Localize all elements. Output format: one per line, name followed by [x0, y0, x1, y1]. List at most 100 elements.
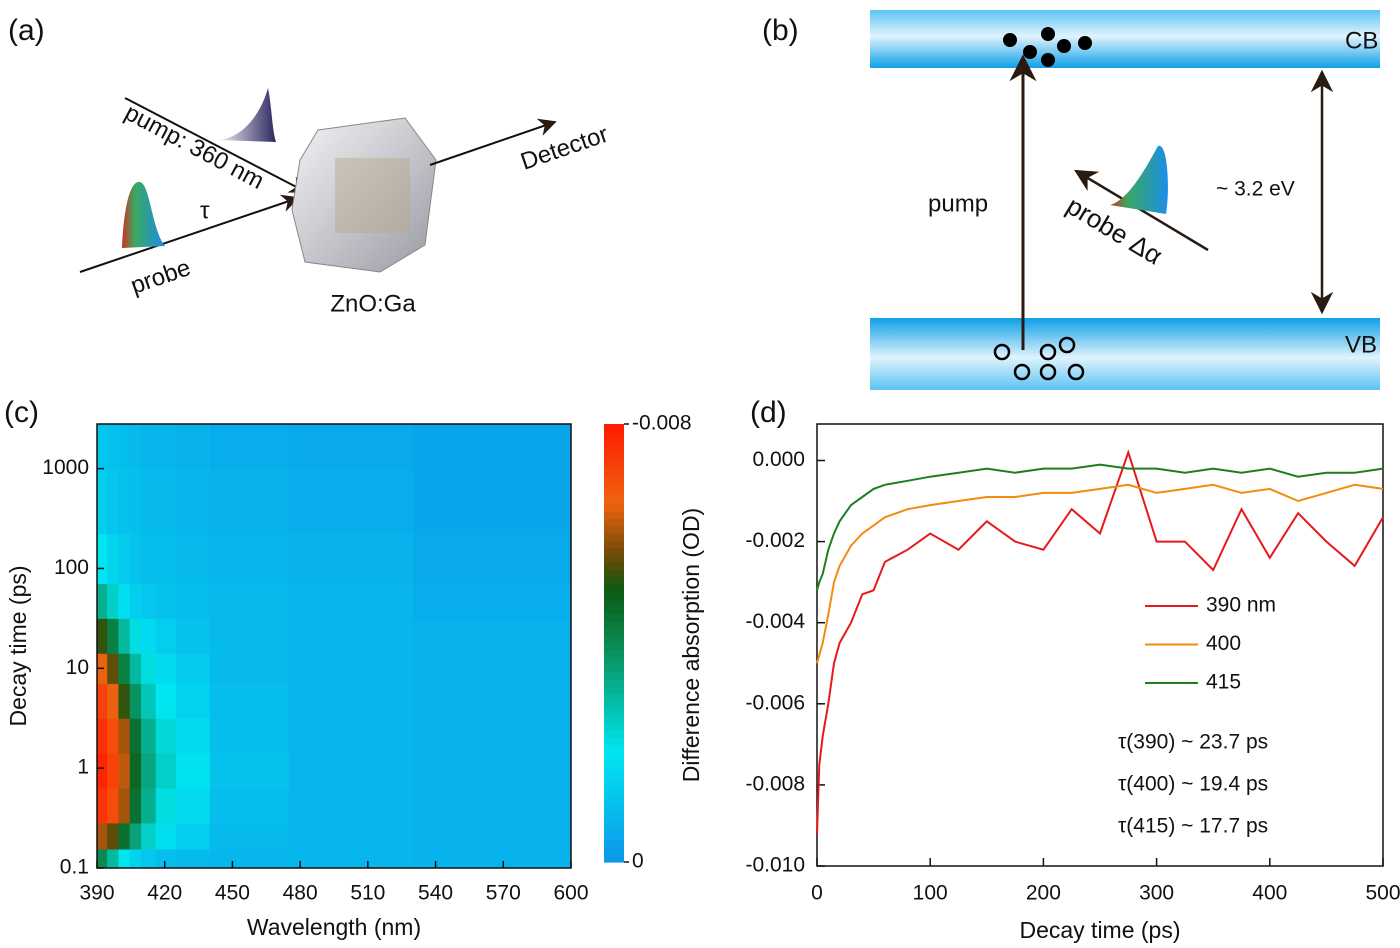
probe-beam	[79, 194, 300, 273]
heat-cell	[118, 424, 131, 470]
colorbar-segment	[604, 657, 624, 666]
colorbar-segment	[604, 628, 624, 637]
heat-cell	[107, 653, 119, 684]
heat-cell	[141, 788, 157, 824]
heat-cell	[176, 849, 211, 869]
heat-cell	[288, 788, 414, 824]
x-tick-label: 420	[147, 882, 182, 905]
heat-cell	[413, 618, 572, 654]
heat-cell	[118, 788, 131, 824]
heat-cell	[413, 822, 572, 850]
y-tick-label: -0.010	[745, 854, 805, 877]
heat-cell	[129, 533, 142, 585]
heat-cell	[288, 653, 414, 684]
colorbar-segment	[604, 475, 624, 483]
y-tick-label: 1000	[42, 456, 89, 479]
pump-label: pump	[928, 190, 988, 217]
heat-cell	[129, 618, 142, 654]
annotation: τ(390) ~ 23.7 ps	[1118, 731, 1268, 754]
colorbar-segment	[604, 730, 624, 739]
heat-cell	[288, 533, 414, 585]
y-axis-label: Difference absorption (OD)	[678, 508, 704, 782]
heat-cell	[129, 683, 142, 719]
heat-cell	[97, 822, 108, 850]
heat-cell	[107, 468, 119, 535]
legend-label: 390 nm	[1206, 594, 1276, 617]
y-tick-label: 0.000	[752, 448, 805, 471]
colorbar-segment	[604, 716, 624, 724]
heat-cell	[129, 583, 142, 619]
colorbar-segment	[604, 694, 624, 702]
heat-cell	[107, 583, 119, 619]
colorbar-segment	[604, 482, 624, 491]
heat-cell	[141, 653, 157, 684]
x-tick-label: 390	[79, 882, 114, 905]
heat-cell	[413, 583, 572, 619]
heat-cell	[141, 533, 157, 585]
heat-cell	[107, 849, 119, 869]
heat-cell	[176, 424, 211, 470]
heat-cell	[288, 718, 414, 754]
heat-cell	[176, 468, 211, 535]
heat-cell	[209, 753, 290, 789]
colorbar-segment	[604, 438, 624, 447]
delay-label: τ	[200, 197, 210, 224]
heat-cell	[141, 583, 157, 619]
colorbar-segment	[604, 584, 624, 593]
heat-cell	[288, 618, 414, 654]
colorbar-segment	[604, 497, 624, 505]
heat-cell	[176, 822, 211, 850]
heat-cell	[141, 683, 157, 719]
heat-cell	[107, 718, 119, 754]
data-line	[816, 449, 1384, 834]
colorbar-segment	[604, 737, 624, 746]
electrons	[1003, 27, 1092, 67]
colorbar-segment	[604, 847, 624, 856]
y-tick-label: -0.008	[745, 772, 805, 795]
heat-cell	[129, 468, 142, 535]
x-tick-label: 600	[553, 882, 588, 905]
colorbar-segment	[604, 562, 624, 571]
heat-cell	[176, 683, 211, 719]
heat-cell	[97, 849, 108, 869]
colorbar-segment	[604, 548, 624, 556]
colorbar-segment	[604, 621, 624, 629]
y-tick-label: 0.1	[60, 856, 89, 879]
heat-cell	[288, 753, 414, 789]
heat-cell	[97, 468, 108, 535]
heat-cell	[97, 618, 108, 654]
colorbar-segment	[604, 810, 624, 819]
colorbar-segment	[604, 635, 624, 644]
heat-cell	[288, 424, 414, 470]
colorbar-segment	[604, 431, 624, 440]
heat-cell	[209, 788, 290, 824]
heat-cell	[176, 718, 211, 754]
x-tick-label: 540	[418, 882, 453, 905]
colorbar-segment	[604, 555, 624, 564]
plot-frame	[816, 423, 1384, 867]
heat-cell	[155, 788, 177, 824]
colorbar-segment	[604, 467, 624, 476]
colorbar-segment	[604, 445, 624, 454]
colorbar-segment	[604, 504, 624, 513]
y-axis-label: Decay time (ps)	[5, 565, 31, 726]
x-tick-label: 200	[1026, 882, 1061, 905]
colorbar-segment	[604, 511, 624, 520]
heat-cell	[413, 788, 572, 824]
heat-cell	[413, 468, 572, 535]
annotation: τ(400) ~ 19.4 ps	[1118, 773, 1268, 796]
probe-pulse	[1110, 145, 1168, 214]
heat-cell	[97, 533, 108, 585]
heat-cell	[413, 424, 572, 470]
heat-cell	[288, 683, 414, 719]
heat-cell	[155, 822, 177, 850]
colorbar-segment	[604, 606, 624, 615]
heat-cell	[209, 683, 290, 719]
colorbar-segment	[604, 613, 624, 622]
colorbar-segment	[604, 708, 624, 717]
heat-cell	[413, 653, 572, 684]
detector-beam	[429, 118, 557, 166]
heat-cell	[97, 424, 108, 470]
heat-cell	[155, 849, 177, 869]
x-tick-label: 100	[913, 882, 948, 905]
